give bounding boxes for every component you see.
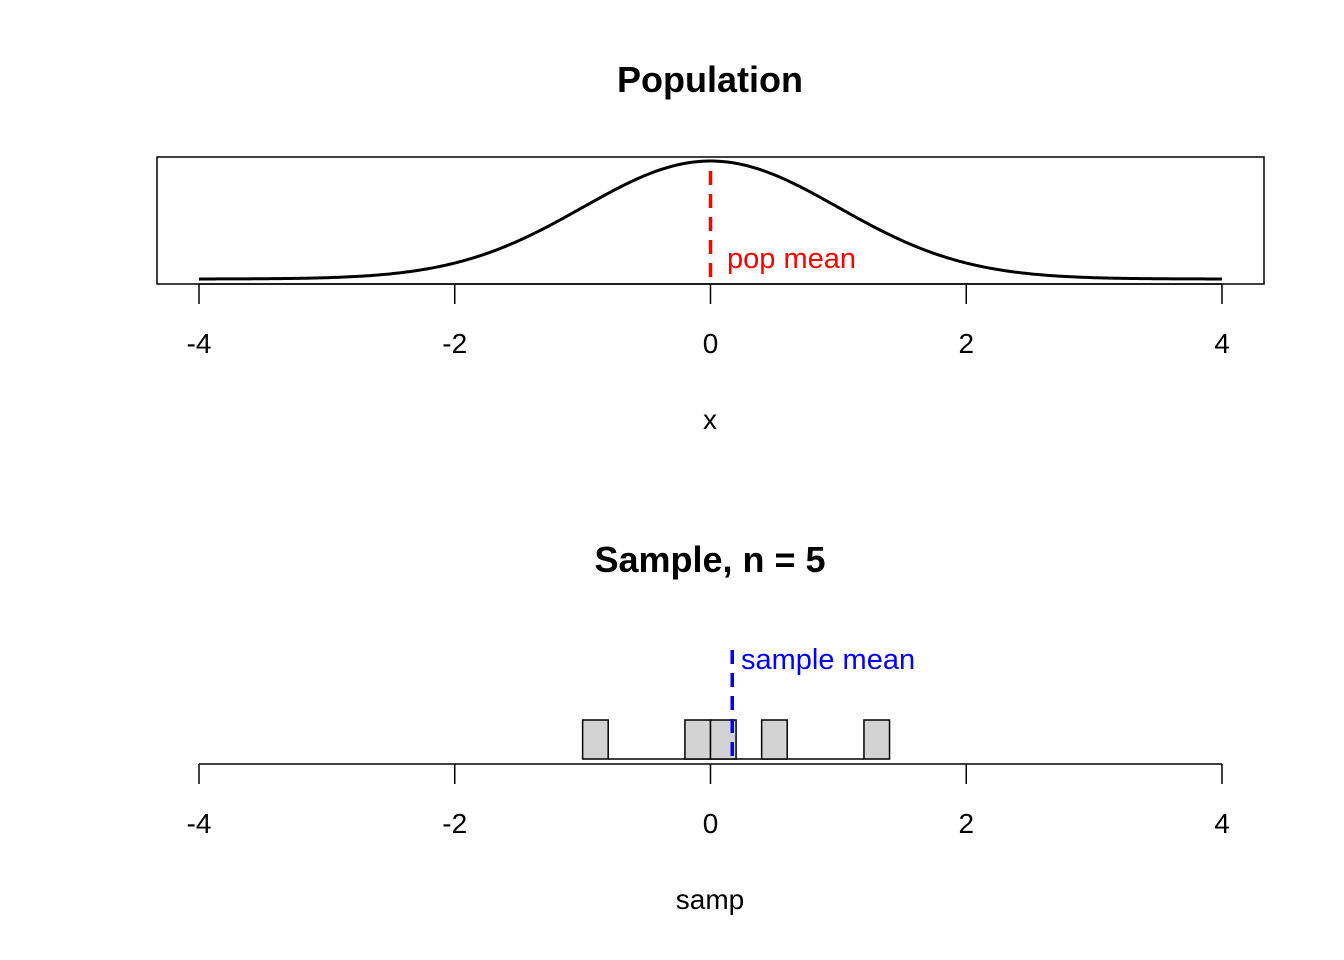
sample-x-axis-label: samp (676, 884, 744, 915)
population-x-tick-label: 2 (958, 328, 974, 359)
sample-histogram-bar (863, 719, 891, 760)
population-mean-label: pop mean (727, 243, 856, 275)
population-x-axis-label: x (703, 404, 717, 435)
sample-x-tick-label: 2 (958, 808, 974, 839)
sample-x-tick-label: -4 (187, 808, 212, 839)
sample-panel: Sample, n = 5 sample mean -4 -2 0 2 4 samp (187, 539, 1230, 915)
sample-histogram-bar (760, 719, 788, 760)
population-density-curve (199, 159, 1222, 281)
population-x-tick-label: -4 (187, 328, 212, 359)
population-panel: Population pop mean -4 -2 0 2 4 x (156, 59, 1265, 435)
population-x-tick-label: 4 (1214, 328, 1230, 359)
population-x-axis: -4 -2 0 2 4 (187, 283, 1230, 359)
sample-x-tick-label: -2 (442, 808, 467, 839)
sample-x-tick-label: 0 (703, 808, 719, 839)
population-x-tick-label: 0 (703, 328, 719, 359)
sample-x-tick-label: 4 (1214, 808, 1230, 839)
sample-mean-label: sample mean (741, 644, 915, 676)
sample-title: Sample, n = 5 (594, 539, 825, 580)
sample-x-axis: -4 -2 0 2 4 (187, 763, 1230, 839)
sample-histogram-bar (684, 719, 712, 760)
sample-histogram-bar (581, 719, 609, 760)
population-x-tick-label: -2 (442, 328, 467, 359)
population-title: Population (617, 59, 803, 100)
sample-bars (581, 719, 891, 760)
